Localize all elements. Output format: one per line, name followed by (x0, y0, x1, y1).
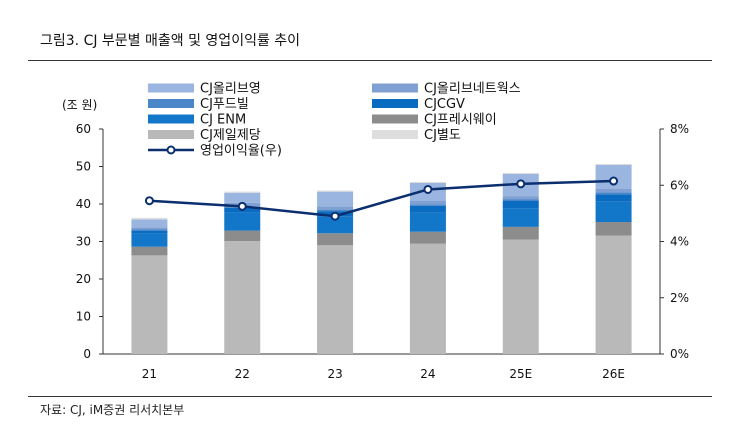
left-axis-unit: (조 원) (62, 98, 97, 112)
bar-segment (224, 212, 261, 231)
legend-label: CJCGV (424, 97, 465, 112)
bar-segment (131, 255, 168, 354)
bar-segment (409, 231, 446, 244)
line-series (144, 176, 619, 221)
left-tick-label: 60 (76, 122, 91, 136)
legend-label: 영업이익율(우) (200, 144, 282, 159)
bar-segment (131, 229, 168, 231)
bar-segment (131, 233, 168, 247)
legend-label: CJ ENM (200, 113, 246, 128)
bar-segment (317, 216, 354, 234)
bar-segment (502, 201, 539, 209)
legend-swatch (148, 99, 194, 108)
legend-label: CJ올리브네트웍스 (424, 82, 521, 97)
title-rule (28, 60, 712, 61)
bar-segment (317, 206, 354, 210)
bar-segment (131, 219, 168, 228)
legend-swatch (372, 114, 418, 124)
left-tick-label: 30 (76, 235, 91, 249)
bar-segment (409, 181, 446, 183)
bar-segment (595, 192, 632, 195)
legend-label: CJ제일제당 (200, 128, 261, 143)
margin-point (237, 201, 247, 211)
legend-label: CJ별도 (424, 128, 461, 143)
bar-segment (502, 239, 539, 354)
bar-segment (224, 230, 261, 242)
bar-segment (224, 191, 261, 193)
source-note: 자료: CJ, iM증권 리서치본부 (40, 403, 185, 417)
bar-segment (317, 190, 354, 192)
bar-segment (131, 246, 168, 256)
bar-segment (595, 188, 632, 193)
margin-point (423, 184, 433, 194)
x-tick-label: 21 (142, 367, 157, 381)
right-tick-label: 8% (670, 122, 689, 136)
x-tick-label: 22 (235, 367, 250, 381)
x-tick-label: 23 (327, 367, 342, 381)
bar-segment (502, 172, 539, 174)
bar-segment (224, 241, 261, 354)
legend-label: CJ올리브영 (200, 82, 261, 97)
figure-title: 그림3. CJ 부문별 매출액 및 영업이익률 추이 (40, 33, 301, 49)
legend-line-marker (166, 145, 176, 155)
legend-swatch (148, 114, 194, 124)
x-tick-label: 24 (420, 367, 435, 381)
legend-label: CJ프레시웨이 (424, 113, 497, 128)
left-tick-label: 10 (76, 310, 91, 324)
legend-swatch (372, 83, 418, 93)
bar-segment (409, 212, 446, 232)
margin-point (516, 179, 526, 189)
left-tick-label: 40 (76, 197, 91, 211)
bar-segment (131, 217, 168, 220)
bar-segment (595, 194, 632, 202)
legend-label: CJ푸드빌 (200, 97, 249, 112)
legend-swatch (372, 130, 418, 139)
legend-swatch (148, 83, 194, 93)
bar-segment (502, 208, 539, 227)
right-tick-label: 2% (670, 291, 689, 305)
left-tick-label: 20 (76, 272, 91, 286)
right-tick-label: 4% (670, 235, 689, 249)
bar-segment (409, 205, 446, 213)
legend-swatch (148, 130, 194, 139)
x-tick-label: 26E (602, 367, 625, 381)
bar-segment (409, 243, 446, 354)
margin-line (149, 179, 614, 218)
bar-segment (595, 163, 632, 165)
bar-segment (595, 235, 632, 354)
bar-segment (502, 226, 539, 240)
bar-segment (409, 204, 446, 206)
bar-segment (595, 201, 632, 222)
right-tick-label: 0% (670, 347, 689, 361)
bar-segment (224, 192, 261, 203)
left-tick-label: 0 (83, 347, 91, 361)
margin-point (330, 211, 340, 221)
margin-point (144, 196, 154, 206)
legend-swatch (372, 99, 418, 108)
bar-segment (317, 233, 354, 246)
bar-segment (595, 222, 632, 236)
bar-segment (502, 199, 539, 201)
x-tick-label: 25E (509, 367, 532, 381)
bar-segment (317, 245, 354, 354)
right-tick-label: 6% (670, 178, 689, 192)
bottom-rule (28, 396, 712, 397)
left-tick-label: 50 (76, 160, 91, 174)
bar-segment (502, 196, 539, 200)
margin-point (609, 176, 619, 186)
bar-segment (317, 209, 354, 212)
bar-segment (317, 191, 354, 207)
bar-segment (131, 227, 168, 230)
bar-segment (131, 230, 168, 234)
bars (131, 163, 632, 354)
bar-segment (409, 201, 446, 205)
axes: 0 10 20 30 40 50 60 0% 2% 4% 6% 8% 21 22 23 24 25E 26E (조 … (62, 98, 689, 381)
